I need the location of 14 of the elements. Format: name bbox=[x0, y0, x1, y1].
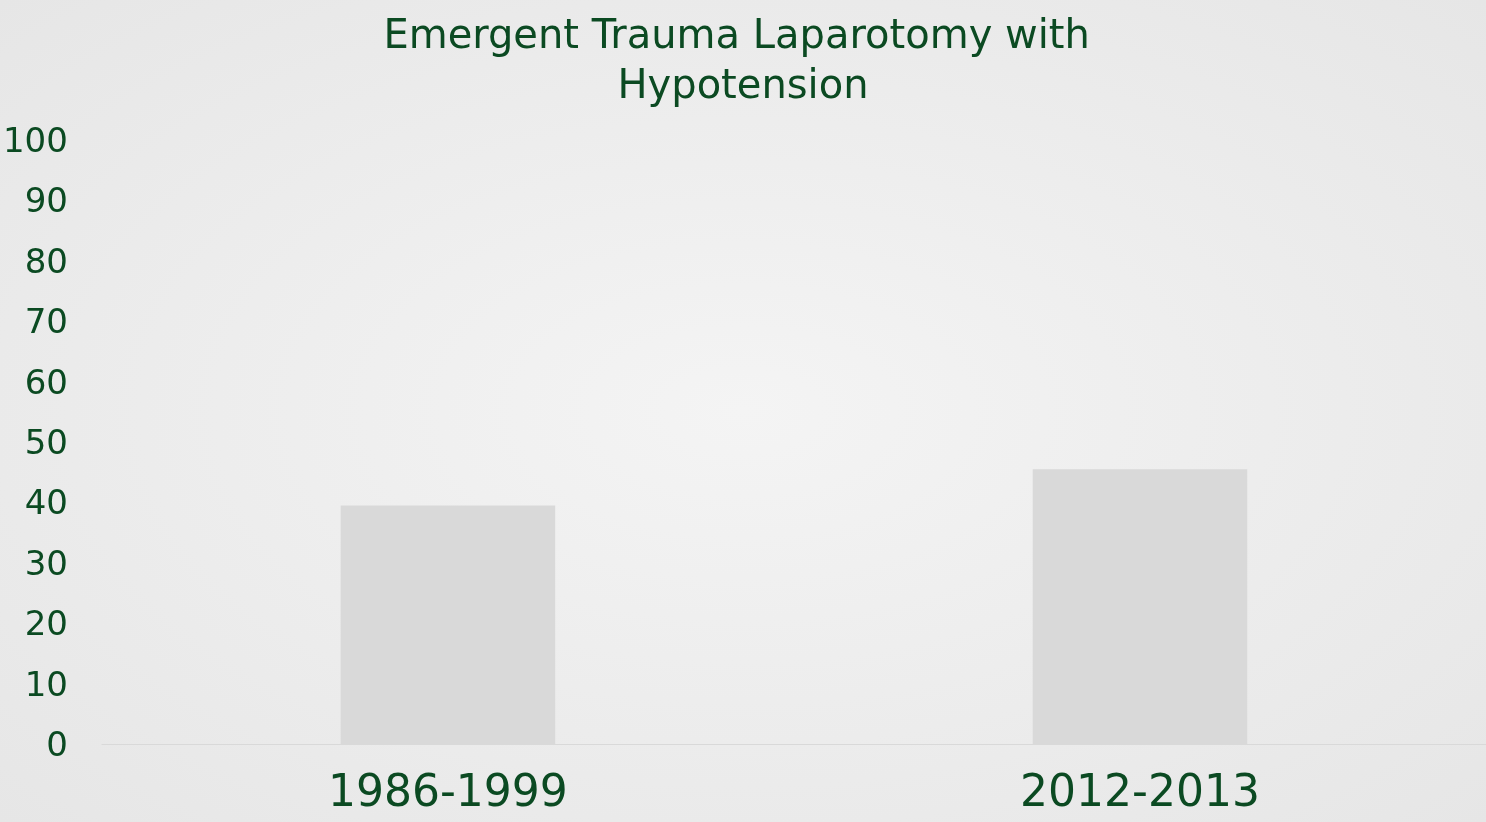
x-tick-label: 2012-2013 bbox=[1020, 764, 1260, 816]
y-tick-label: 50 bbox=[24, 422, 68, 462]
y-tick-label: 90 bbox=[24, 180, 68, 221]
y-tick-label: 10 bbox=[24, 663, 68, 704]
chart-title: Emergent Trauma Laparotomy with Hypotension bbox=[383, 11, 1103, 107]
y-tick-label: 70 bbox=[24, 301, 68, 342]
y-tick-label: 80 bbox=[24, 240, 68, 281]
y-tick-label: 30 bbox=[24, 542, 68, 583]
y-tick-label: 40 bbox=[24, 482, 68, 523]
y-tick-label: 60 bbox=[24, 361, 68, 402]
y-tick-label: 20 bbox=[24, 603, 68, 644]
x-tick-label: 1986-1999 bbox=[328, 764, 568, 816]
y-tick-label: 0 bbox=[46, 724, 68, 764]
y-tick-label: 100 bbox=[2, 120, 68, 160]
